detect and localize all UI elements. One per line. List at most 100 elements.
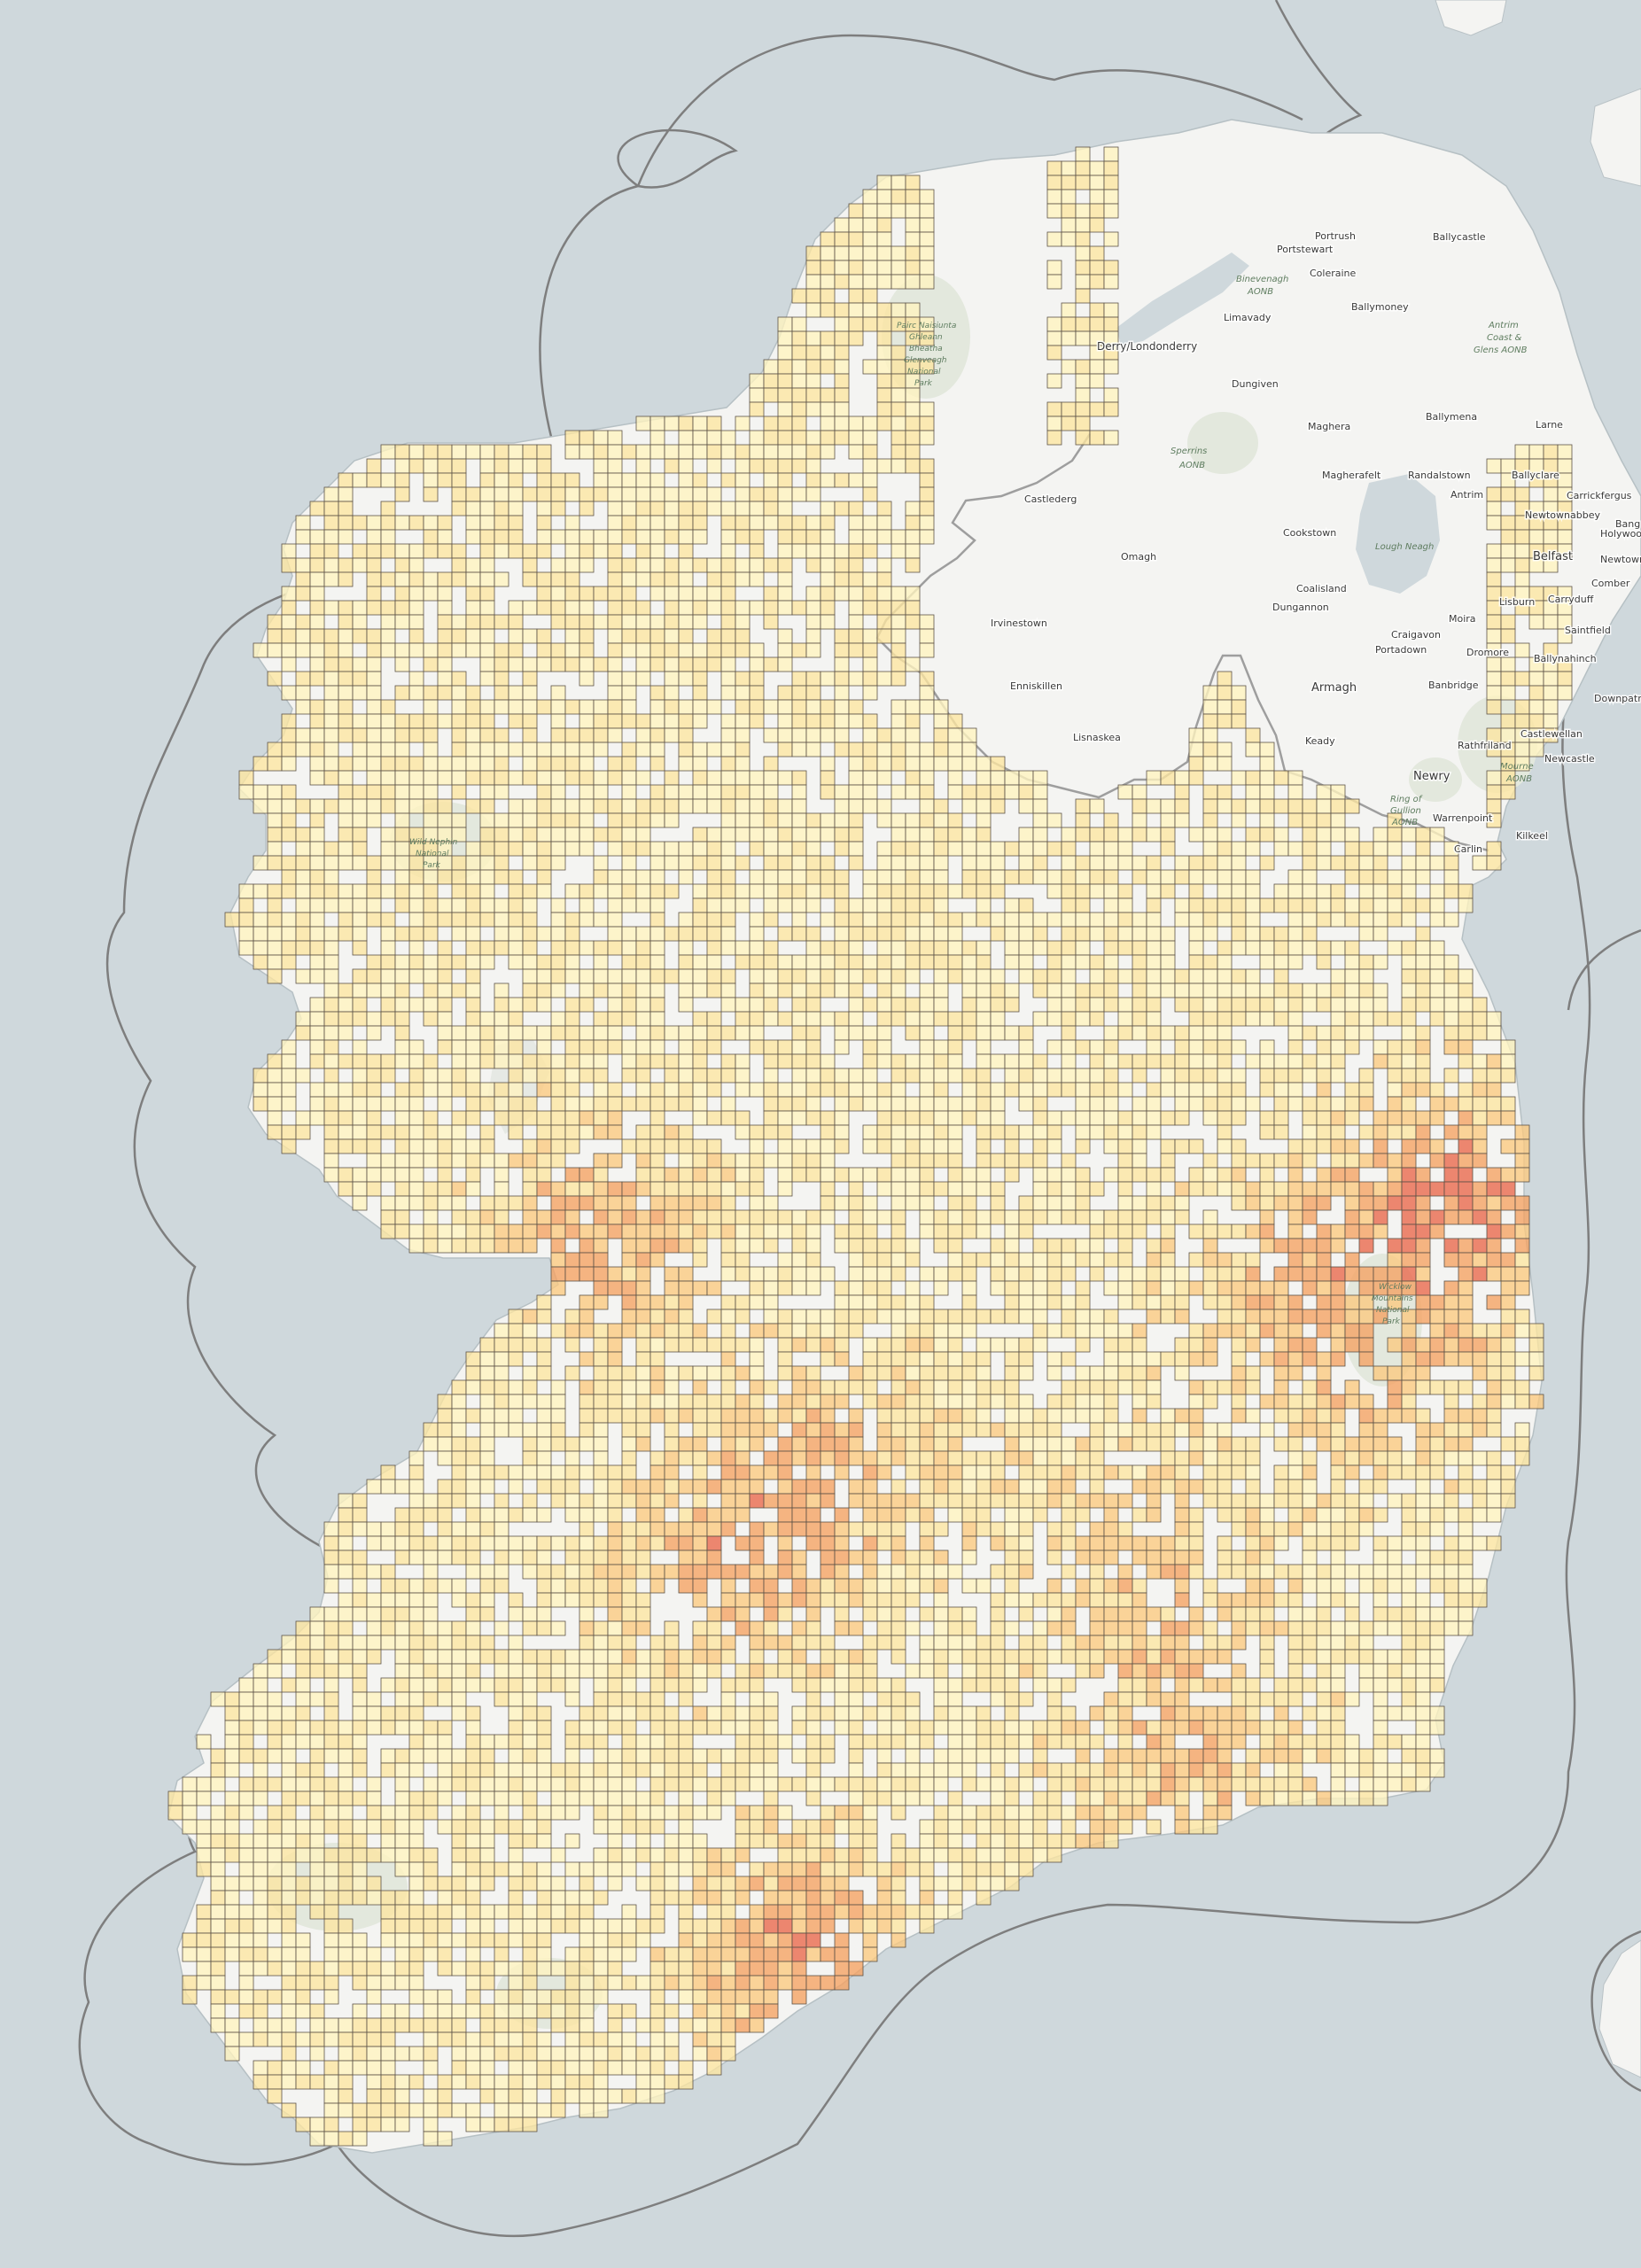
- heat-cell: [1373, 1223, 1388, 1239]
- heat-cell: [593, 883, 609, 899]
- heat-cell: [919, 401, 935, 417]
- heat-cell: [1061, 1309, 1077, 1324]
- heat-cell: [692, 600, 708, 616]
- heat-cell: [905, 401, 921, 417]
- heat-cell: [876, 231, 892, 247]
- heat-cell: [1259, 940, 1275, 956]
- heat-cell: [791, 883, 807, 899]
- heat-cell: [1486, 515, 1502, 531]
- heat-cell: [564, 1068, 580, 1084]
- heat-cell: [805, 1068, 821, 1084]
- heat-cell: [1259, 1209, 1275, 1225]
- heat-cell: [309, 529, 325, 545]
- heat-cell: [1217, 756, 1233, 772]
- heat-cell: [366, 1082, 382, 1098]
- heat-cell: [791, 727, 807, 743]
- heat-cell: [1486, 1181, 1502, 1197]
- heat-cell: [451, 869, 467, 885]
- heat-cell: [947, 1422, 963, 1438]
- heat-cell: [777, 1124, 793, 1140]
- heat-cell: [649, 1223, 665, 1239]
- heat-cell: [621, 1323, 637, 1339]
- heat-cell: [820, 1479, 836, 1495]
- heat-cell: [919, 1351, 935, 1367]
- heat-cell: [791, 600, 807, 616]
- heat-cell: [1046, 997, 1062, 1013]
- heat-cell: [664, 1096, 680, 1112]
- heat-cell: [593, 784, 609, 800]
- heat-cell: [919, 1138, 935, 1154]
- heat-cell: [366, 869, 382, 885]
- heat-cell: [1316, 1280, 1332, 1296]
- heat-cell: [720, 770, 736, 786]
- heat-cell: [494, 1535, 509, 1551]
- heat-cell: [735, 1110, 751, 1126]
- heat-cell: [550, 1124, 566, 1140]
- heat-cell: [1174, 1209, 1190, 1225]
- heat-cell: [692, 586, 708, 602]
- heat-cell: [1188, 1450, 1204, 1466]
- heat-cell: [1273, 1280, 1289, 1296]
- heat-cell: [905, 784, 921, 800]
- heat-cell: [1231, 841, 1247, 857]
- heat-cell: [1330, 1550, 1346, 1565]
- heat-cell: [763, 1039, 779, 1055]
- heat-cell: [621, 1464, 637, 1480]
- heat-cell: [961, 756, 977, 772]
- heat-cell: [1202, 1082, 1218, 1098]
- heat-cell: [820, 614, 836, 630]
- heat-cell: [862, 1578, 878, 1594]
- heat-cell: [508, 812, 524, 828]
- heat-cell: [635, 557, 651, 573]
- heat-cell: [1117, 1535, 1133, 1551]
- heat-cell: [323, 770, 339, 786]
- heat-cell: [1188, 1323, 1204, 1339]
- heat-cell: [1217, 912, 1233, 928]
- heat-cell: [564, 1578, 580, 1594]
- heat-cell: [1387, 897, 1403, 913]
- heat-cell: [720, 756, 736, 772]
- heat-cell: [253, 926, 268, 942]
- heat-cell: [905, 954, 921, 970]
- heat-cell: [1458, 1535, 1474, 1551]
- heat-cell: [579, 1294, 595, 1310]
- heat-cell: [749, 1436, 765, 1452]
- heat-cell: [1387, 1408, 1403, 1424]
- heat-cell: [890, 1181, 906, 1197]
- heat-cell: [919, 1493, 935, 1509]
- heat-cell: [1103, 430, 1119, 446]
- heat-cell: [1061, 1209, 1077, 1225]
- heat-cell: [876, 1351, 892, 1367]
- heat-cell: [805, 742, 821, 757]
- heat-cell: [1231, 1323, 1247, 1339]
- heat-cell: [451, 557, 467, 573]
- heat-cell: [664, 1408, 680, 1424]
- heat-cell: [366, 529, 382, 545]
- heat-cell: [607, 1096, 623, 1112]
- heat-cell: [579, 600, 595, 616]
- heat-cell: [536, 784, 552, 800]
- heat-cell: [820, 883, 836, 899]
- heat-cell: [1443, 1124, 1459, 1140]
- heat-cell: [479, 727, 495, 743]
- heat-cell: [791, 529, 807, 545]
- heat-cell: [1245, 798, 1261, 814]
- heat-cell: [890, 416, 906, 431]
- heat-cell: [876, 1110, 892, 1126]
- heat-cell: [479, 912, 495, 928]
- heat-cell: [1387, 1238, 1403, 1254]
- heat-cell: [1046, 1138, 1062, 1154]
- heat-cell: [1202, 756, 1218, 772]
- heat-cell: [366, 557, 382, 573]
- heat-cell: [961, 827, 977, 843]
- heat-cell: [1174, 1365, 1190, 1381]
- heat-cell: [1486, 1011, 1502, 1027]
- heat-cell: [1415, 1337, 1431, 1353]
- heat-cell: [1316, 1238, 1332, 1254]
- heat-cell: [1089, 1238, 1105, 1254]
- heat-cell: [1103, 260, 1119, 276]
- heat-cell: [494, 912, 509, 928]
- heat-cell: [536, 642, 552, 658]
